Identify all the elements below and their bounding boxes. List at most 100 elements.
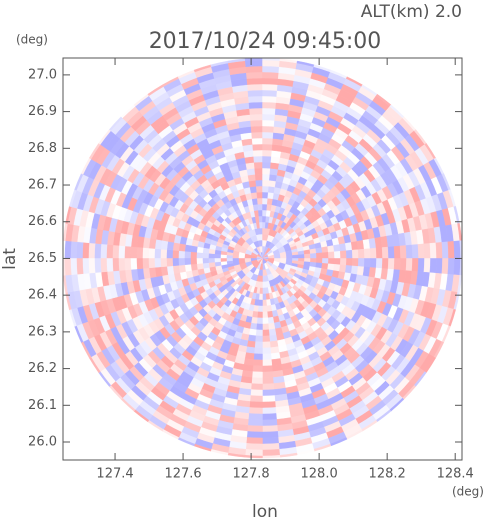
echo-cell [246,71,263,79]
echo-cell [304,253,311,259]
echo-cell [148,257,156,269]
echo-cell [154,257,162,268]
echo-cell [251,137,263,145]
echo-cell [172,249,180,259]
echo-cell [262,335,271,343]
echo-cell [196,257,203,264]
y-tick-label: 26.3 [28,324,57,339]
echo-cell [309,248,317,255]
echo-cell [190,251,197,259]
echo-cell [405,257,413,272]
echo-cell [202,252,209,259]
echo-cell [190,263,198,271]
echo-cell [118,245,126,259]
echo-cell [130,257,138,270]
echo-cell [262,395,276,403]
echo-cell [262,443,280,451]
x-unit: (deg) [452,485,484,499]
echo-cell [246,168,256,176]
echo-cell [247,89,263,97]
echo-cell [351,249,359,259]
echo-cell [423,257,431,273]
echo-cell [262,125,275,133]
echo-cell [262,305,268,313]
echo-cell [245,65,263,73]
echo-cell [262,59,280,67]
echo-cell [256,323,263,331]
echo-cell [345,249,353,259]
echo-cell [333,244,341,252]
echo-cell [262,431,279,439]
echo-cell [88,242,96,259]
x-tick-label: 127.4 [96,467,133,482]
echo-cell [262,71,279,79]
echo-cell [269,174,278,182]
echo-cell [246,340,256,348]
echo-cell [245,443,263,451]
echo-cell [266,310,274,318]
echo-cell [268,180,277,188]
x-tick-label: 127.6 [164,467,201,482]
echo-cell [196,252,203,259]
echo-cell [441,257,449,275]
echo-cell [268,328,277,336]
echo-cell [258,215,263,223]
y-tick-label: 26.0 [28,435,57,450]
echo-cell [262,419,278,427]
y-tick-label: 26.4 [28,288,57,303]
echo-cell [250,125,263,133]
echo-cell [268,322,276,330]
echo-cell [76,257,84,275]
echo-cell [247,419,263,427]
echo-cell [369,247,377,259]
echo-cell [249,107,263,115]
echo-cell [256,191,263,199]
echo-cell [124,257,132,271]
echo-cell [254,173,263,181]
y-tick-label: 26.8 [28,141,57,156]
echo-cell [262,203,268,211]
echo-cell [214,261,222,267]
y-tick-label: 27.0 [28,67,57,82]
echo-cell [252,143,263,151]
echo-cell [262,359,273,367]
x-tick-label: 127.8 [232,467,269,482]
echo-cell [184,257,191,266]
echo-cell [262,77,279,85]
echo-cell [142,247,150,259]
echo-cell [417,243,425,259]
echo-cell [184,264,192,272]
echo-cell [178,264,186,273]
echo-cell [136,257,144,270]
echo-cell [363,248,371,259]
echo-cell [247,174,256,182]
echo-cell [252,365,263,373]
echo-cell [321,246,329,253]
echo-cell [262,413,277,421]
echo-cell [76,241,84,259]
echo-cell [262,317,269,325]
echo-cell [262,389,275,397]
echo-cell [255,329,263,337]
echo-cell [262,437,279,445]
annotation: ALT(km) 2.0 [361,2,462,22]
x-tick-label: 128.0 [301,467,338,482]
echo-cell [208,253,215,259]
echo-cell [262,65,280,73]
echo-cell [148,247,156,259]
echo-cell [453,257,461,276]
echo-cell [393,257,401,271]
echo-cell [267,316,275,324]
echo-cell [257,203,263,211]
echo-cell [387,246,395,259]
echo-cell [266,305,273,313]
echo-cell [262,293,267,301]
echo-cell [178,257,186,266]
y-tick-label: 26.1 [28,398,57,413]
echo-cell [262,371,274,379]
echo-cell [254,167,263,175]
echo-cell [298,254,305,259]
echo-cell [64,257,72,276]
echo-cell [339,257,347,266]
echo-cell [262,185,269,193]
